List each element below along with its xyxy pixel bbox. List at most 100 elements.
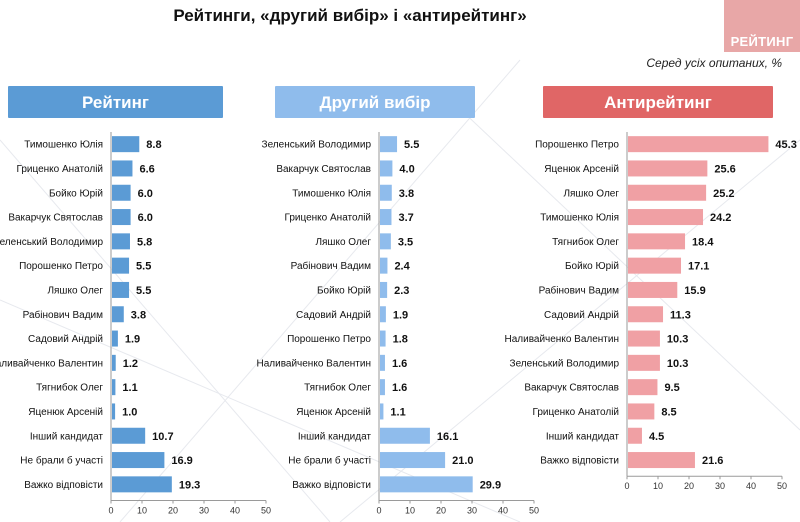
category-label: Гриценко Анатолій xyxy=(16,164,103,175)
category-label: Садовий Андрій xyxy=(296,310,371,321)
category-label: Тягнибок Олег xyxy=(36,382,103,394)
category-label: Вакарчук Святослав xyxy=(276,164,371,175)
category-label: Гриценко Анатолій xyxy=(284,213,371,224)
bar-яценюк-арсеній xyxy=(380,403,384,420)
bar-наливайченко-валентин xyxy=(628,330,660,347)
x-tick-label: 10 xyxy=(653,481,663,491)
value-label: 10.3 xyxy=(667,334,688,346)
x-tick-label: 40 xyxy=(498,506,508,516)
value-label: 45.3 xyxy=(775,139,796,151)
bar-вакарчук-святослав xyxy=(628,379,658,396)
category-label: Вакарчук Святослав xyxy=(524,383,619,394)
bar-гриценко-анатолій xyxy=(112,160,133,177)
bar-row: Тимошенко Юлія 8.8 xyxy=(24,136,162,153)
category-label: Рабінович Вадим xyxy=(539,284,619,296)
bar-важко-відповісти xyxy=(380,476,473,493)
bar-row: Бойко Юрій 2.3 xyxy=(317,281,409,298)
category-label: Тягнибок Олег xyxy=(552,236,619,248)
category-label: Садовий Андрій xyxy=(28,334,103,345)
bar-row: Яценюк Арсеній 1.0 xyxy=(28,403,137,420)
bar-row: Інший кандидат 16.1 xyxy=(298,427,458,444)
category-label: Інший кандидат xyxy=(30,431,104,442)
bar-наливайченко-валентин xyxy=(112,354,116,371)
bar-row: Порошенко Петро 45.3 xyxy=(535,136,797,153)
bar-вакарчук-святослав xyxy=(112,209,131,226)
bar-row: Тимошенко Юлія 24.2 xyxy=(540,209,731,226)
bar-рабінович-вадим xyxy=(380,257,388,274)
category-label: Яценюк Арсеній xyxy=(296,407,371,418)
x-tick-label: 30 xyxy=(715,481,725,491)
category-label: Важко відповісти xyxy=(292,480,371,491)
category-label: Наливайченко Валентин xyxy=(256,358,371,369)
bar-інший-кандидат xyxy=(112,427,146,444)
bar-садовий-андрій xyxy=(628,306,664,323)
bar-рабінович-вадим xyxy=(112,306,124,323)
value-label: 2.4 xyxy=(394,261,410,273)
bar-row: Зеленський Володимир 5.5 xyxy=(262,136,419,153)
value-label: 1.8 xyxy=(393,334,408,346)
category-label: Рабінович Вадим xyxy=(23,309,103,321)
bar-інший-кандидат xyxy=(628,427,642,444)
bar-порошенко-петро xyxy=(380,330,386,347)
x-tick-label: 50 xyxy=(261,506,271,516)
chart-title: Рейтинг xyxy=(82,93,149,112)
bar-не-брали-б-участі xyxy=(380,452,446,469)
category-label: Вакарчук Святослав xyxy=(8,213,103,224)
bar-row: Тягнибок Олег 1.1 xyxy=(36,379,138,396)
category-label: Наливайченко Валентин xyxy=(504,334,619,345)
bar-гриценко-анатолій xyxy=(380,209,392,226)
bar-порошенко-петро xyxy=(628,136,769,153)
category-label: Садовий Андрій xyxy=(544,310,619,321)
bar-тимошенко-юлія xyxy=(628,209,704,226)
value-label: 24.2 xyxy=(710,212,731,224)
category-label: Тимошенко Юлія xyxy=(24,140,103,151)
chart-second-choice: Другий вибір Зеленський Володимир 5.5 Вакар… xyxy=(256,86,539,516)
category-label: Зеленський Володимир xyxy=(0,237,103,248)
x-tick-label: 50 xyxy=(777,481,787,491)
category-label: Тимошенко Юлія xyxy=(292,188,371,199)
bar-row: Наливайченко Валентин 10.3 xyxy=(504,330,688,347)
value-label: 21.6 xyxy=(702,455,723,467)
bar-садовий-андрій xyxy=(112,330,118,347)
bar-яценюк-арсеній xyxy=(112,403,116,420)
bar-не-брали-б-участі xyxy=(112,452,165,469)
value-label: 1.9 xyxy=(393,309,408,321)
x-tick-label: 40 xyxy=(746,481,756,491)
bar-тимошенко-юлія xyxy=(112,136,140,153)
value-label: 8.5 xyxy=(661,406,676,418)
value-label: 16.9 xyxy=(171,455,192,467)
x-tick-label: 20 xyxy=(684,481,694,491)
value-label: 18.4 xyxy=(692,236,714,248)
bar-зеленський-володимир xyxy=(628,354,660,371)
x-tick-label: 10 xyxy=(405,506,415,516)
value-label: 3.7 xyxy=(398,212,413,224)
x-tick-label: 0 xyxy=(108,506,113,516)
bar-бойко-юрій xyxy=(380,281,388,298)
chart-rating: Рейтинг Тимошенко Юлія 8.8 Гриценко Анатолі… xyxy=(0,86,271,516)
bar-тягнибок-олег xyxy=(380,379,385,396)
category-label: Тимошенко Юлія xyxy=(540,213,619,224)
x-tick-label: 50 xyxy=(529,506,539,516)
bar-ляшко-олег xyxy=(112,281,130,298)
x-tick-label: 40 xyxy=(230,506,240,516)
value-label: 1.1 xyxy=(122,382,137,394)
category-label: Бойко Юрій xyxy=(317,285,371,296)
value-label: 8.8 xyxy=(146,139,161,151)
value-label: 6.6 xyxy=(139,163,154,175)
bar-зеленський-володимир xyxy=(380,136,398,153)
x-tick-label: 10 xyxy=(137,506,147,516)
value-label: 1.6 xyxy=(392,358,407,370)
value-label: 3.8 xyxy=(399,188,414,200)
bar-яценюк-арсеній xyxy=(628,160,708,177)
bar-row: Рабінович Вадим 3.8 xyxy=(23,306,146,323)
bar-садовий-андрій xyxy=(380,306,386,323)
x-tick-label: 30 xyxy=(467,506,477,516)
category-label: Важко відповісти xyxy=(24,480,103,491)
chart-title: Другий вибір xyxy=(320,93,431,112)
bar-row: Інший кандидат 4.5 xyxy=(546,427,664,444)
value-label: 25.2 xyxy=(713,188,734,200)
chart-header: Другий вибір xyxy=(275,86,475,118)
category-label: Наливайченко Валентин xyxy=(0,358,103,369)
bar-row: Наливайченко Валентин 1.2 xyxy=(0,354,138,371)
category-label: Зеленський Володимир xyxy=(262,140,372,151)
